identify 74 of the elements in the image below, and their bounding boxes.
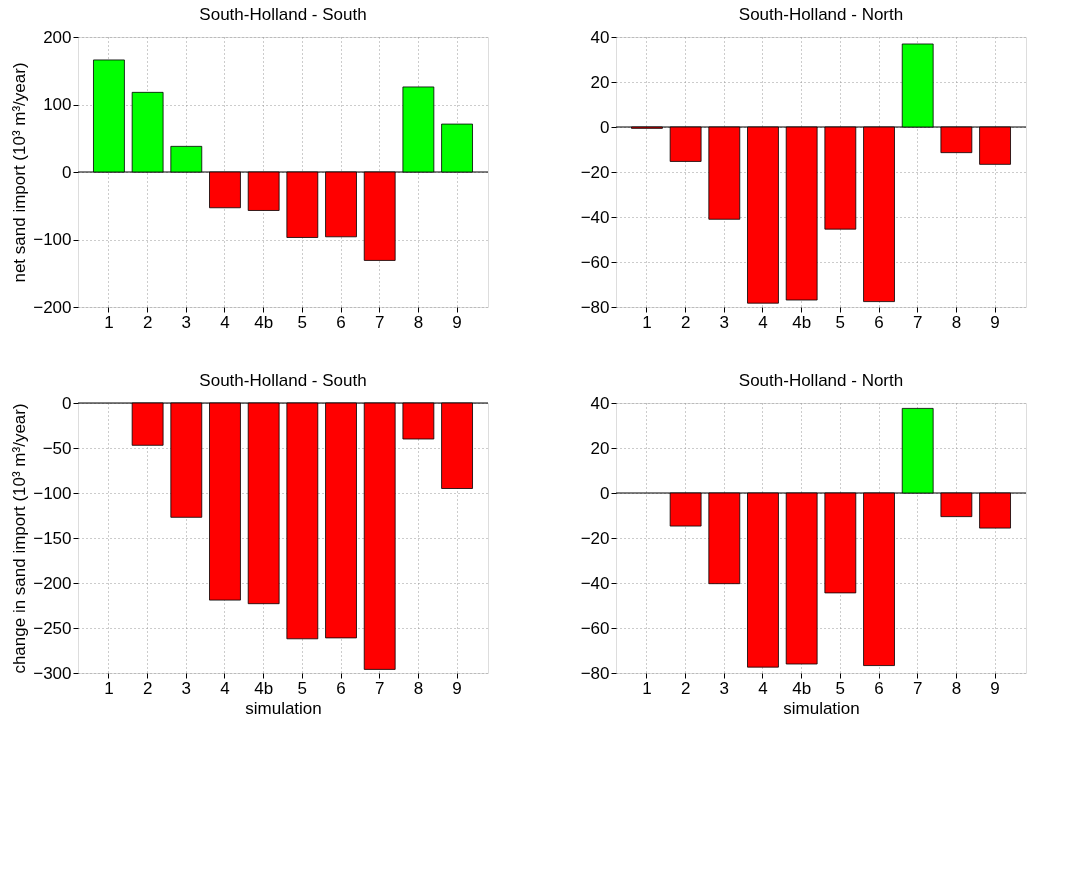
x-tick-label: 9 (990, 678, 1000, 698)
y-tick-label: 40 (590, 393, 610, 413)
chart-title: South-Holland - South (199, 371, 367, 390)
x-tick-label: 1 (104, 678, 114, 698)
y-tick-label: −250 (33, 618, 72, 638)
y-tick-label: 40 (590, 27, 610, 47)
y-tick-label: −100 (33, 230, 72, 249)
x-tick-label: 4b (254, 312, 274, 332)
x-tick-label: 1 (642, 312, 652, 332)
x-tick-label: 3 (719, 678, 730, 698)
x-tick-label: 5 (297, 678, 308, 698)
x-tick-label: 8 (413, 312, 424, 332)
x-tick-label: 2 (680, 678, 691, 698)
x-tick-label: 8 (951, 312, 962, 332)
x-tick-label: 7 (912, 312, 923, 332)
y-tick-label: −40 (580, 207, 610, 227)
x-tick-label: 4 (220, 678, 230, 698)
x-tick-label: 8 (951, 678, 962, 698)
x-tick-label: 2 (142, 678, 153, 698)
y-tick-label: 0 (600, 117, 610, 137)
x-tick-label: 9 (452, 678, 462, 698)
chart-title: South-Holland - North (738, 371, 904, 390)
y-tick-label: 20 (590, 72, 610, 92)
x-tick-label: 4 (758, 678, 768, 698)
y-tick-label: 0 (62, 393, 72, 413)
y-tick-label: 0 (62, 162, 72, 182)
x-tick-label: 3 (181, 678, 192, 698)
chart-title: South-Holland - North (738, 5, 904, 24)
y-tick-label: −80 (580, 297, 610, 317)
y-tick-label: 100 (43, 95, 72, 114)
y-tick-label: −100 (33, 483, 72, 503)
x-axis-title: simulation (783, 698, 860, 718)
x-tick-label: 4b (792, 312, 812, 332)
x-tick-label: 6 (336, 678, 346, 698)
x-tick-label: 8 (413, 678, 424, 698)
y-tick-label: −300 (33, 663, 72, 683)
y-tick-label: −200 (33, 573, 72, 593)
x-tick-label: 5 (835, 678, 846, 698)
y-axis-title: net sand import (10³ m³/year) (10, 62, 30, 283)
y-tick-label: −20 (580, 528, 610, 548)
x-tick-label: 2 (680, 312, 691, 332)
x-tick-label: 4 (220, 312, 230, 332)
x-tick-label: 4b (254, 678, 274, 698)
x-tick-label: 9 (990, 312, 1000, 332)
x-tick-label: 1 (642, 678, 652, 698)
x-tick-label: 4b (792, 678, 812, 698)
x-tick-label: 6 (874, 678, 884, 698)
x-tick-label: 7 (374, 678, 385, 698)
y-tick-label: −50 (42, 438, 72, 458)
y-tick-label: −60 (580, 618, 610, 638)
x-tick-label: 3 (181, 312, 192, 332)
chart-title: South-Holland - South (199, 5, 367, 24)
x-tick-label: 2 (142, 312, 153, 332)
y-tick-label: −150 (33, 528, 72, 548)
y-tick-label: −60 (580, 252, 610, 272)
x-tick-label: 6 (336, 312, 346, 332)
y-tick-label: 20 (590, 438, 610, 458)
x-tick-label: 5 (297, 312, 308, 332)
y-tick-label: −80 (580, 663, 610, 683)
y-tick-label: −20 (580, 162, 610, 182)
x-axis-title: simulation (245, 698, 322, 718)
y-tick-label: −40 (580, 573, 610, 593)
x-tick-label: 3 (719, 312, 730, 332)
y-tick-label: 0 (600, 483, 610, 503)
x-tick-label: 7 (374, 312, 385, 332)
y-axis-title: change in sand import (10³ m³/year) (10, 403, 30, 674)
x-tick-label: 4 (758, 312, 768, 332)
x-tick-label: 7 (912, 678, 923, 698)
y-tick-label: 200 (43, 27, 72, 47)
x-tick-label: 9 (452, 312, 462, 332)
x-tick-label: 6 (874, 312, 884, 332)
x-tick-label: 5 (835, 312, 846, 332)
x-tick-label: 1 (104, 312, 114, 332)
y-tick-label: −200 (33, 297, 72, 317)
